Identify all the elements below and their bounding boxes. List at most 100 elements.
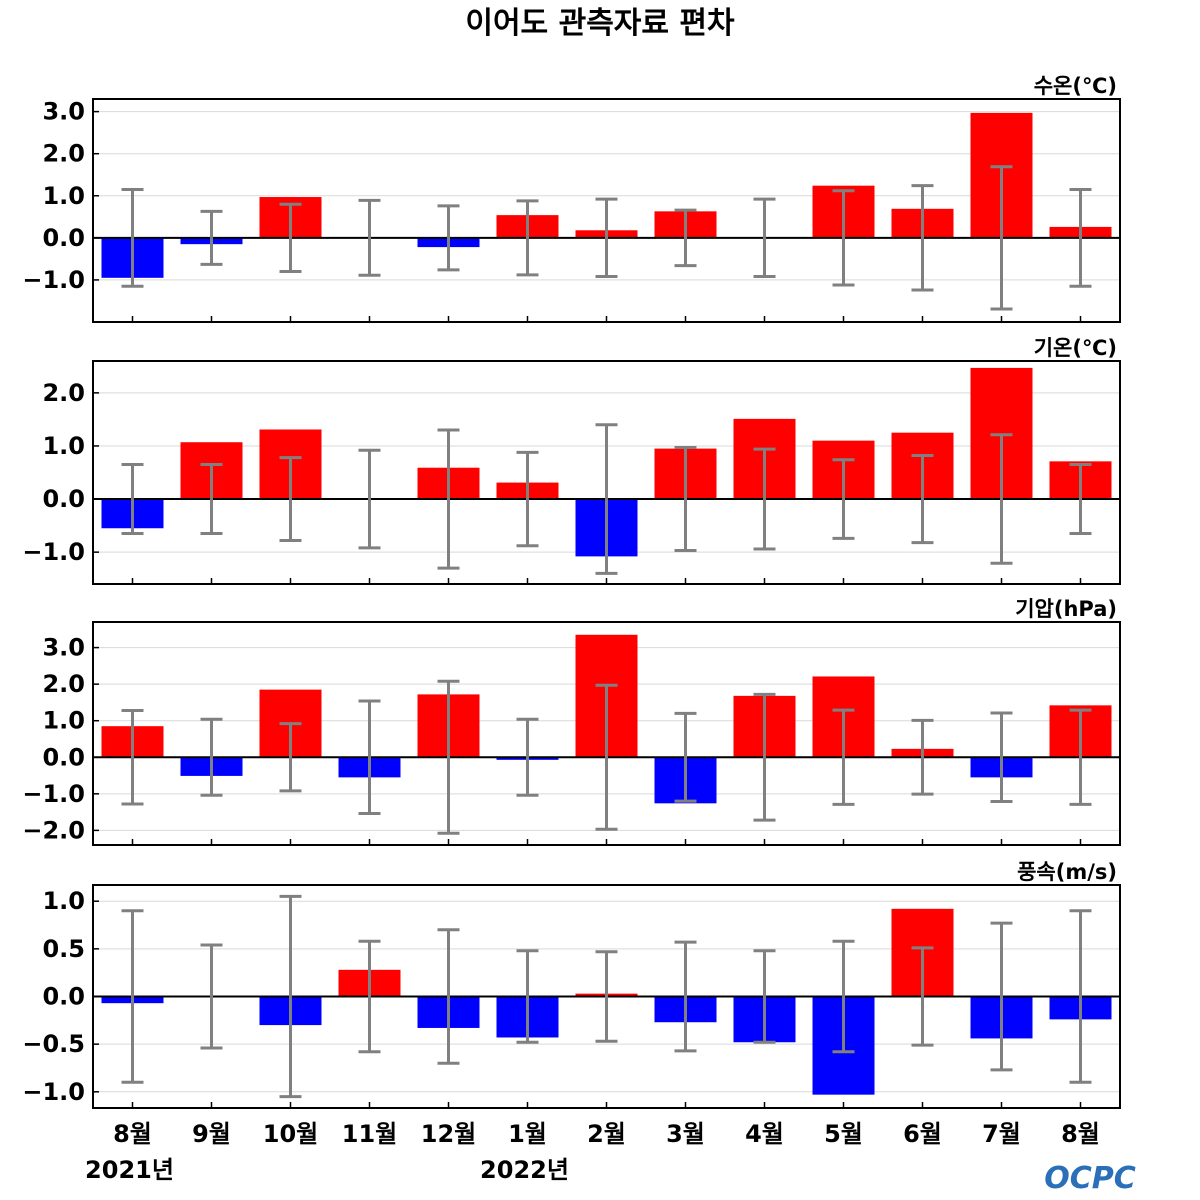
year-label: 2022년	[480, 1156, 569, 1184]
chart-panels: 수온(℃)3.02.01.00.0−1.0기온(℃)2.01.00.0−1.0기…	[22, 74, 1121, 1109]
error-bar	[674, 940, 697, 1053]
y-tick-label: 1.0	[42, 707, 85, 735]
error-bar	[990, 921, 1013, 1072]
error-bar	[911, 184, 934, 292]
error-bar	[595, 683, 618, 831]
error-bar	[121, 708, 144, 806]
panel-unit-label: 기온(℃)	[1034, 336, 1117, 360]
x-tick-label: 8월	[1061, 1120, 1100, 1148]
panel-water-temp: 수온(℃) 3.0 2.0 1.0 0.0 −1.0	[22, 74, 1121, 323]
panel-unit-label: 기압(hPa)	[1015, 597, 1117, 621]
error-bar	[753, 949, 776, 1044]
y-tick-label: 2.0	[42, 379, 85, 407]
x-tick-label: 1월	[508, 1120, 547, 1148]
x-tick-label: 11월	[342, 1120, 397, 1148]
ocpc-logo: OCPC	[1044, 1161, 1136, 1196]
panel-wind-speed: 풍속(m/s) 1.0 0.5 0.0 −0.5 −1.0	[22, 860, 1121, 1109]
error-bar	[516, 199, 539, 277]
x-tick-label: 3월	[666, 1120, 705, 1148]
error-bar	[832, 708, 855, 806]
y-tick-label: 2.0	[42, 670, 85, 698]
error-bar	[753, 197, 776, 279]
y-tick-label: 2.0	[42, 140, 85, 168]
y-tick-label: 0.0	[42, 743, 85, 771]
error-bar	[358, 699, 381, 816]
error-bar	[674, 711, 697, 803]
error-bar	[1069, 187, 1092, 288]
y-tick-label: 0.0	[42, 983, 85, 1011]
error-bar	[437, 204, 460, 272]
error-bar	[121, 187, 144, 288]
error-bar	[279, 202, 302, 274]
x-tick-label: 5월	[824, 1120, 863, 1148]
x-tick-label: 2월	[587, 1120, 626, 1148]
x-tick-label: 8월	[113, 1120, 152, 1148]
error-bar	[990, 711, 1013, 803]
chart-title: 이어도 관측자료 편차	[465, 6, 735, 41]
error-bar	[200, 209, 223, 266]
error-bar	[753, 447, 776, 551]
error-bar	[1069, 909, 1092, 1084]
logo-text: OCPC	[1044, 1161, 1136, 1196]
error-bar	[437, 928, 460, 1065]
x-tick-label: 4월	[745, 1120, 784, 1148]
error-bar	[911, 718, 934, 796]
panel-air-pressure: 기압(hPa) 3.0 2.0 1.0 0.0 −1.0 −2.0	[22, 597, 1121, 846]
error-bar	[911, 946, 934, 1047]
error-bar	[358, 939, 381, 1054]
error-bar	[279, 722, 302, 793]
error-bar	[279, 894, 302, 1099]
x-tick-label: 7월	[982, 1120, 1021, 1148]
y-tick-label: −1.0	[22, 538, 85, 566]
y-tick-label: −1.0	[22, 780, 85, 808]
y-tick-label: 1.0	[42, 887, 85, 915]
panel-air-temp: 기온(℃) 2.0 1.0 0.0 −1.0	[22, 336, 1121, 585]
y-tick-label: 1.0	[42, 432, 85, 460]
error-bar	[832, 458, 855, 540]
panel-unit-label: 풍속(m/s)	[1017, 860, 1117, 884]
x-tick-label: 9월	[192, 1120, 231, 1148]
y-tick-label: −0.5	[22, 1030, 85, 1058]
y-tick-label: 3.0	[42, 634, 85, 662]
error-bar	[121, 909, 144, 1084]
panel-unit-label: 수온(℃)	[1034, 74, 1117, 98]
error-bar	[674, 446, 697, 553]
x-tick-label: 12월	[421, 1120, 476, 1148]
y-tick-label: 0.0	[42, 224, 85, 252]
x-tick-label: 6월	[903, 1120, 942, 1148]
error-bar	[595, 950, 618, 1043]
error-bar	[595, 423, 618, 575]
error-bar	[516, 949, 539, 1044]
error-bar	[911, 454, 934, 545]
error-bar	[832, 189, 855, 287]
error-bar	[674, 208, 697, 268]
error-bar	[200, 463, 223, 536]
error-bar	[200, 717, 223, 797]
year-label: 2021년	[85, 1156, 174, 1184]
y-tick-label: −1.0	[22, 266, 85, 294]
x-axis-labels: 8월 9월 10월 11월 12월 1월 2월 3월 4월 5월 6월 7월 8월 2021년 2022년	[85, 1120, 1100, 1184]
error-bar	[990, 165, 1013, 311]
error-bar	[358, 198, 381, 277]
error-bar	[753, 692, 776, 822]
y-tick-label: 0.5	[42, 935, 85, 963]
error-bar	[1069, 708, 1092, 806]
error-bar	[990, 433, 1013, 565]
y-tick-label: −2.0	[22, 816, 85, 844]
x-tick-label: 10월	[263, 1120, 318, 1148]
error-bar	[121, 463, 144, 536]
error-bar	[516, 450, 539, 548]
error-bar	[832, 939, 855, 1054]
error-bar	[516, 717, 539, 797]
error-bar	[1069, 463, 1092, 536]
error-bar	[437, 428, 460, 570]
y-tick-label: 1.0	[42, 182, 85, 210]
error-bar	[595, 197, 618, 279]
error-bar	[437, 679, 460, 835]
error-bar	[279, 456, 302, 542]
y-tick-label: 0.0	[42, 485, 85, 513]
error-bar	[358, 448, 381, 550]
error-bar	[200, 943, 223, 1050]
y-tick-label: −1.0	[22, 1078, 85, 1106]
